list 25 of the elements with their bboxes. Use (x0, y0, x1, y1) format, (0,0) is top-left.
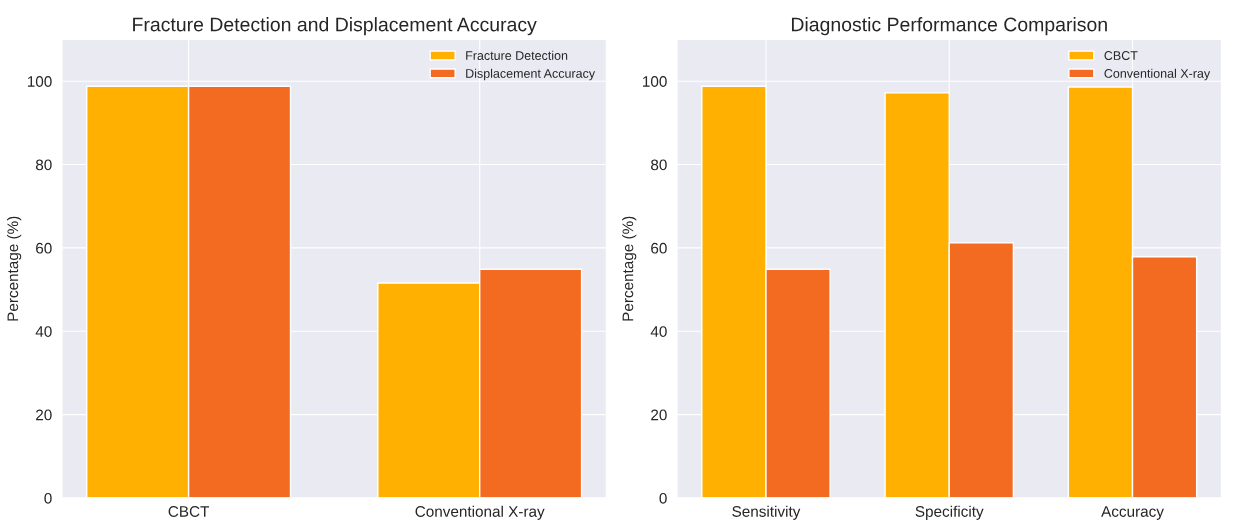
y-axis-title: Percentage (%) (6, 216, 22, 321)
legend-label: Conventional X-ray (1104, 68, 1211, 81)
y-tick-label: 40 (35, 326, 52, 337)
y-tick-label: 80 (651, 159, 667, 171)
y-tick-label: 100 (643, 76, 667, 87)
legend-label: Displacement Accuracy (466, 68, 596, 81)
y-tick-label: 60 (651, 242, 667, 254)
y-tick-label: 20 (36, 409, 52, 421)
chart-title: Diagnostic Performance Comparison (791, 17, 1107, 36)
y-tick-label: 0 (659, 492, 667, 504)
x-tick-label: Sensitivity (732, 505, 801, 520)
legend-label: Fracture Detection (466, 50, 568, 60)
x-tick-label: Accuracy (1101, 506, 1164, 520)
chart-title: Fracture Detection and Displacement Accuracy (133, 17, 537, 36)
y-axis-title: Percentage (%) (622, 216, 637, 321)
x-tick-label: Conventional X-ray (415, 505, 545, 520)
y-tick-label: 0 (44, 492, 52, 504)
x-tick-label: CBCT (168, 506, 210, 517)
legend-label: CBCT (1104, 51, 1138, 60)
y-tick-label: 60 (36, 242, 52, 254)
y-tick-label: 100 (27, 76, 52, 87)
x-tick-label: Specificity (915, 505, 984, 520)
y-tick-label: 40 (650, 326, 667, 337)
y-tick-label: 20 (651, 409, 667, 421)
y-tick-label: 80 (35, 159, 52, 171)
